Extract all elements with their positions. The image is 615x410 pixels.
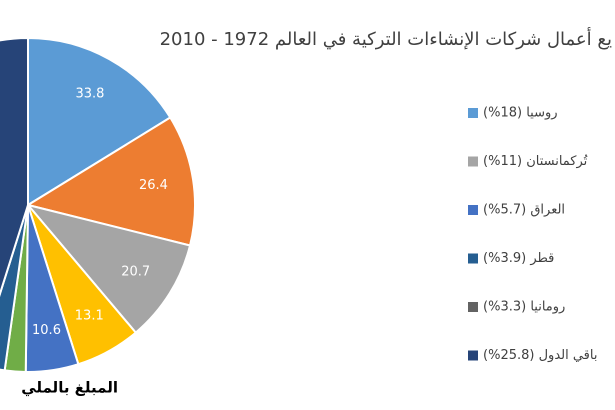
data-label: 26.4 [139, 178, 168, 193]
legend-swatch [468, 302, 478, 312]
pie-slice [25, 203, 192, 334]
legend-swatch [468, 108, 478, 118]
pie-slice [27, 36, 172, 207]
pie-slice [0, 36, 29, 297]
pie-slice [25, 116, 196, 247]
legend-label: رومانيا (3.3%) [483, 300, 565, 315]
legend-label: تُركمانستان (11%) [483, 154, 588, 169]
data-label: 13.1 [75, 309, 104, 324]
legend-label: باقي الدول (25.8%) [483, 348, 597, 363]
legend-swatch [468, 205, 478, 215]
legend-label: العراق (5.7%) [483, 203, 565, 218]
data-label: 10.6 [32, 323, 61, 338]
data-label: 20.7 [121, 265, 150, 280]
legend-swatch [468, 253, 478, 264]
annotation: المبلغ بالملي [21, 379, 118, 397]
legend-label: روسيا (18%) [483, 106, 558, 121]
legend-swatch [468, 156, 478, 167]
legend-label: قطر (3.9%) [483, 251, 554, 266]
legend-swatch [468, 350, 478, 361]
data-label: 33.8 [75, 87, 104, 102]
chart-title: يع أعمال شركات الإنشاءات التركية في العا… [160, 27, 612, 50]
pie-slice [0, 204, 29, 372]
